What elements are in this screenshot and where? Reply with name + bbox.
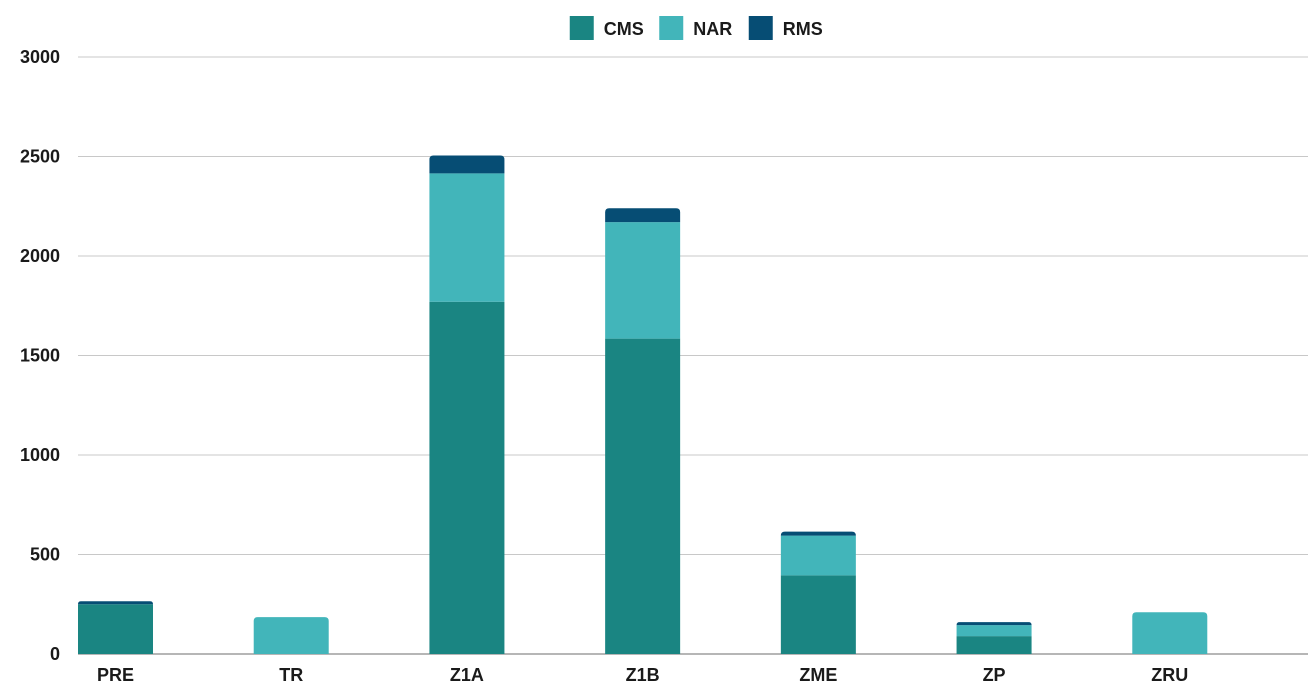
legend-label-rms: RMS [783, 19, 823, 39]
y-tick-label-2000: 2000 [20, 246, 60, 266]
bar-z1b-nar [605, 222, 681, 339]
legend-label-cms: CMS [604, 19, 644, 39]
x-tick-label-zru: ZRU [1151, 665, 1188, 684]
bar-stack-zru [1132, 612, 1208, 654]
x-tick-label-pre: PRE [97, 665, 134, 684]
bar-stack-z1a [429, 155, 505, 654]
x-tick-label-z1b: Z1B [626, 665, 660, 684]
bar-stack-pre [78, 601, 153, 654]
bar-z1a-cms [429, 301, 505, 654]
legend-item-rms: RMS [748, 16, 823, 40]
bar-stack-zme [780, 531, 856, 654]
legend-swatch-cms [569, 16, 594, 40]
x-axis: PRE TR Z1A Z1B ZME ZP ZRU [97, 665, 1188, 684]
y-tick-label-2500: 2500 [20, 147, 60, 167]
legend-swatch-rms [748, 16, 773, 40]
x-tick-label-zme: ZME [799, 665, 837, 684]
bar-zme-nar [780, 535, 856, 576]
bar-z1b-rms [605, 208, 681, 223]
x-tick-label-zp: ZP [983, 665, 1006, 684]
y-tick-label-1500: 1500 [20, 346, 60, 366]
y-tick-label-0: 0 [50, 644, 60, 664]
legend-item-nar: NAR [659, 16, 732, 40]
x-tick-label-tr: TR [279, 665, 303, 684]
bar-z1b-cms [605, 338, 681, 654]
bar-tr-nar [253, 617, 329, 654]
y-tick-label-3000: 3000 [20, 47, 60, 67]
legend-label-nar: NAR [693, 19, 732, 39]
bar-stack-zp [956, 622, 1032, 654]
y-gridlines [78, 56, 1308, 655]
chart-legend: CMS NAR RMS [569, 16, 823, 40]
y-tick-label-1000: 1000 [20, 445, 60, 465]
bar-stack-z1b [605, 208, 681, 654]
bar-zru-nar [1132, 612, 1208, 654]
bar-zme-cms [780, 575, 856, 654]
bar-zp-cms [956, 636, 1032, 654]
legend-swatch-nar [659, 16, 684, 40]
bar-stack-tr [253, 617, 329, 654]
x-tick-label-z1a: Z1A [450, 665, 484, 684]
bar-zp-nar [956, 625, 1032, 637]
bar-zme-rms [780, 531, 856, 536]
bar-zp-rms [956, 622, 1032, 626]
bar-z1a-rms [429, 155, 505, 174]
bar-pre-cms [78, 604, 153, 654]
bar-z1a-nar [429, 173, 505, 302]
y-axis: 0 500 1000 1500 2000 2500 3000 [20, 47, 60, 664]
legend-item-cms: CMS [569, 16, 644, 40]
bar-pre-rms [78, 601, 153, 605]
bar-stacks [78, 155, 1208, 654]
y-tick-label-500: 500 [30, 545, 60, 565]
